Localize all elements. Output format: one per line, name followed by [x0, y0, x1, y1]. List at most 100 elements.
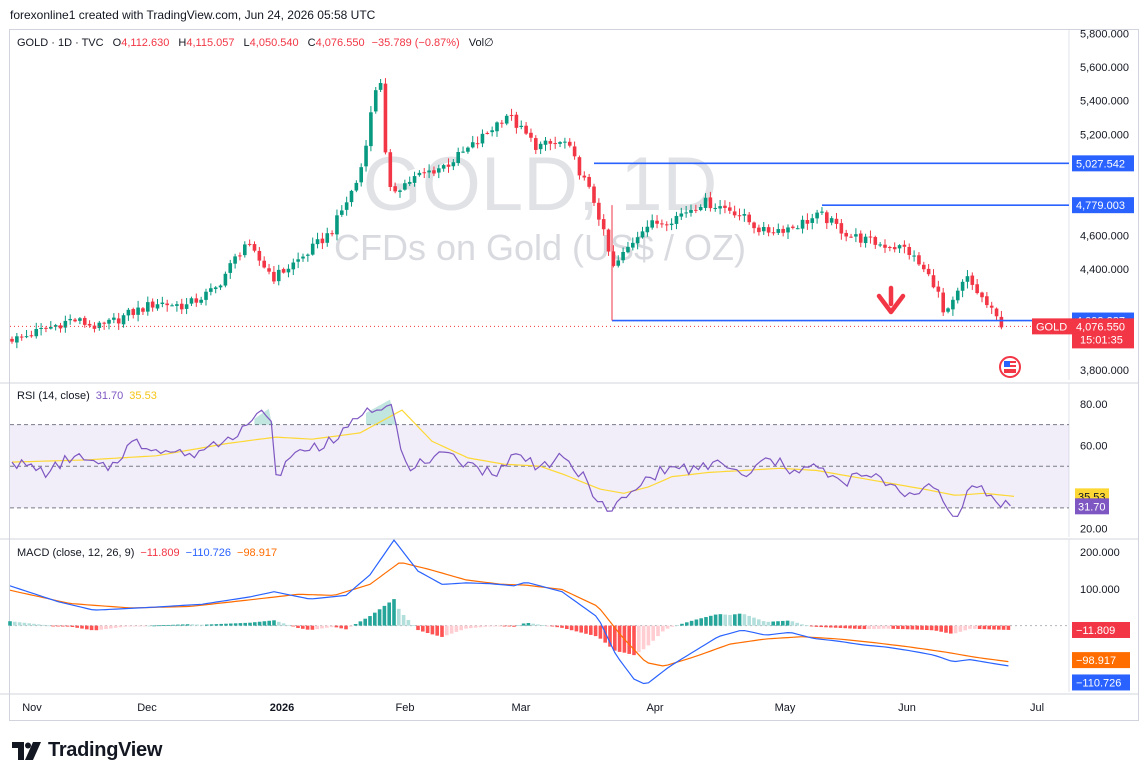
price-candle[interactable]	[698, 204, 703, 212]
price-candle[interactable]	[34, 322, 39, 339]
price-candle[interactable]	[301, 253, 305, 262]
price-candle[interactable]	[723, 200, 727, 214]
price-candle[interactable]	[922, 261, 926, 273]
price-candle[interactable]	[728, 201, 732, 214]
price-candle[interactable]	[519, 120, 524, 130]
price-candle[interactable]	[737, 208, 742, 221]
price-candle[interactable]	[878, 242, 882, 248]
price-candle[interactable]	[179, 298, 184, 314]
price-candle[interactable]	[834, 213, 839, 229]
price-candle[interactable]	[907, 243, 912, 260]
price-candle[interactable]	[175, 301, 179, 312]
price-candle[interactable]	[616, 255, 621, 268]
price-candle[interactable]	[897, 244, 902, 254]
price-candle[interactable]	[112, 313, 116, 324]
price-candle[interactable]	[669, 218, 674, 231]
price-candle[interactable]	[844, 229, 848, 242]
price-candle[interactable]	[742, 208, 747, 222]
price-candle[interactable]	[854, 228, 858, 243]
price-candle[interactable]	[567, 138, 572, 148]
price-candle[interactable]	[461, 146, 465, 154]
price-candle[interactable]	[330, 230, 334, 237]
price-candle[interactable]	[281, 267, 286, 274]
price-candle[interactable]	[703, 193, 708, 211]
price-candle[interactable]	[184, 297, 189, 315]
price-candle[interactable]	[233, 253, 237, 269]
price-candle[interactable]	[354, 180, 359, 193]
price-candle[interactable]	[655, 215, 659, 229]
price-candle[interactable]	[320, 232, 325, 250]
price-candle[interactable]	[456, 147, 460, 166]
price-candle[interactable]	[601, 214, 606, 236]
price-candle[interactable]	[146, 296, 150, 316]
price-candle[interactable]	[635, 231, 640, 250]
price-candle[interactable]	[49, 321, 53, 330]
price-candle[interactable]	[223, 271, 228, 288]
price-candle[interactable]	[757, 224, 761, 236]
price-candle[interactable]	[165, 299, 169, 312]
price-candle[interactable]	[989, 301, 994, 314]
price-candle[interactable]	[73, 317, 77, 323]
price-candle[interactable]	[150, 298, 155, 312]
price-candle[interactable]	[121, 313, 126, 328]
price-candle[interactable]	[257, 247, 262, 266]
price-candle[interactable]	[276, 264, 281, 286]
price-candle[interactable]	[577, 155, 582, 180]
price-candle[interactable]	[155, 298, 160, 311]
price-candle[interactable]	[412, 171, 417, 187]
price-candle[interactable]	[107, 318, 111, 330]
price-candle[interactable]	[815, 209, 819, 224]
price-candle[interactable]	[19, 333, 24, 341]
price-candle[interactable]	[795, 225, 800, 230]
price-candle[interactable]	[587, 173, 591, 189]
price-candle[interactable]	[873, 235, 878, 249]
price-candle[interactable]	[291, 258, 296, 276]
price-candle[interactable]	[951, 296, 955, 316]
price-candle[interactable]	[849, 233, 853, 238]
time-axis[interactable]: Nov Dec 2026 Feb Mar Apr May Jun Jul	[0, 693, 1138, 714]
price-candle[interactable]	[310, 237, 315, 256]
price-candle[interactable]	[829, 216, 834, 226]
price-candle[interactable]	[68, 314, 72, 325]
price-candle[interactable]	[490, 126, 494, 137]
price-candle[interactable]	[684, 206, 688, 218]
price-candle[interactable]	[553, 136, 557, 149]
price-candle[interactable]	[58, 322, 63, 333]
price-candle[interactable]	[247, 239, 252, 247]
price-candle[interactable]	[650, 214, 654, 230]
price-candle[interactable]	[53, 323, 58, 331]
price-candle[interactable]	[141, 306, 145, 315]
price-candle[interactable]	[325, 227, 330, 247]
price-candle[interactable]	[373, 86, 378, 114]
price-candle[interactable]	[839, 218, 844, 240]
price-candle[interactable]	[732, 205, 737, 218]
price-candle[interactable]	[417, 170, 422, 177]
price-candle[interactable]	[626, 241, 630, 254]
price-candle[interactable]	[863, 233, 868, 248]
price-candle[interactable]	[194, 293, 199, 307]
price-candle[interactable]	[611, 245, 616, 268]
price-candle[interactable]	[131, 307, 136, 319]
price-candle[interactable]	[306, 253, 310, 262]
price-candle[interactable]	[509, 108, 514, 121]
price-candle[interactable]	[344, 196, 349, 216]
price-candle[interactable]	[563, 137, 567, 149]
price-candle[interactable]	[771, 227, 776, 236]
price-candle[interactable]	[437, 164, 441, 179]
price-candle[interactable]	[985, 292, 989, 308]
price-candle[interactable]	[883, 239, 887, 253]
price-candle[interactable]	[761, 221, 766, 235]
price-candle[interactable]	[820, 207, 824, 215]
price-candle[interactable]	[87, 320, 92, 328]
price-candle[interactable]	[209, 283, 213, 296]
price-candle[interactable]	[398, 189, 402, 198]
price-candle[interactable]	[980, 291, 984, 303]
price-candle[interactable]	[936, 280, 941, 298]
price-candle[interactable]	[994, 307, 999, 322]
price-candle[interactable]	[116, 312, 121, 330]
price-candle[interactable]	[340, 205, 344, 217]
price-candle[interactable]	[810, 213, 815, 230]
rsi-ma-line[interactable]	[11, 409, 1015, 497]
price-candle[interactable]	[941, 287, 945, 317]
